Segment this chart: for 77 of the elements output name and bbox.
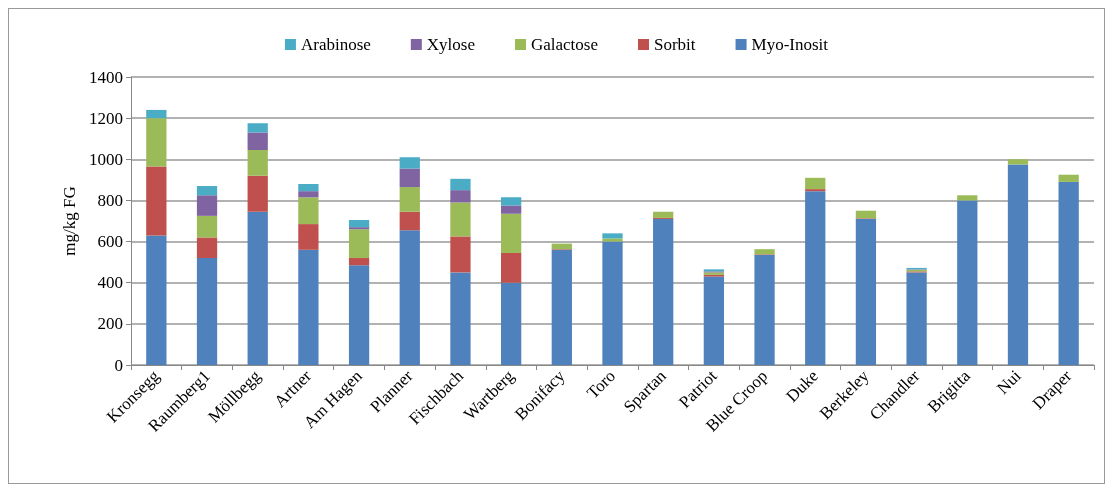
bar	[196, 186, 218, 196]
bar	[298, 249, 319, 365]
bar	[196, 195, 218, 216]
bar	[399, 230, 420, 365]
x-tick-label: Toro	[583, 366, 620, 403]
bar	[703, 276, 725, 365]
x-tick-label: Nui	[993, 366, 1025, 398]
bar	[298, 197, 319, 225]
bar	[348, 227, 370, 230]
bar	[805, 189, 826, 192]
bar	[247, 211, 268, 365]
bar	[450, 272, 471, 365]
bar	[348, 258, 370, 266]
y-tick-label: 400	[97, 273, 123, 293]
bar	[399, 168, 420, 188]
bar	[855, 210, 877, 219]
bar	[957, 200, 978, 365]
bar	[196, 215, 218, 238]
bar	[906, 272, 927, 365]
y-tick-label: 1000	[89, 149, 123, 169]
bar	[1058, 174, 1079, 182]
bar	[653, 211, 674, 218]
bar	[348, 265, 370, 365]
bar	[399, 187, 420, 212]
bar	[146, 235, 167, 365]
bar	[247, 132, 268, 151]
legend-label: Arabinose	[300, 35, 371, 54]
bar	[805, 177, 826, 190]
y-tick-label: 0	[114, 355, 123, 375]
bar	[500, 282, 522, 365]
bar	[1058, 181, 1079, 365]
bar	[551, 243, 572, 250]
y-tick-label: 1400	[89, 67, 123, 87]
bar	[450, 190, 471, 203]
legend-label: Sorbit	[653, 35, 696, 54]
bar	[196, 237, 218, 259]
y-axis-title: mg/kg FG	[60, 186, 80, 256]
y-tick-label: 600	[97, 232, 123, 252]
bar	[805, 191, 826, 365]
bar	[602, 238, 623, 242]
bar	[754, 249, 775, 255]
bar	[298, 224, 319, 250]
y-tick-label: 1200	[89, 108, 123, 128]
bar	[551, 249, 572, 365]
bar	[298, 183, 319, 192]
y-tick-label: 800	[97, 190, 123, 210]
bar	[247, 150, 268, 176]
legend-label: Galactose	[530, 35, 598, 54]
legend-label: Xylose	[426, 35, 475, 54]
bar	[247, 175, 268, 212]
legend-label: Myo-Inosit	[751, 35, 829, 54]
bar	[450, 178, 471, 191]
bar	[1007, 159, 1029, 165]
bar	[754, 254, 775, 365]
bar	[196, 258, 218, 365]
bar	[500, 205, 522, 214]
bar	[957, 195, 978, 201]
bar	[146, 118, 167, 167]
bar	[500, 213, 522, 253]
bar	[146, 166, 167, 236]
bar	[298, 191, 319, 198]
bar	[602, 233, 623, 239]
bar	[399, 157, 420, 169]
bar	[602, 241, 623, 365]
bar	[653, 218, 674, 365]
bar	[348, 219, 370, 228]
bar	[450, 202, 471, 237]
bar	[247, 123, 268, 133]
bar	[146, 109, 167, 119]
bar	[500, 252, 522, 283]
bar	[855, 218, 877, 365]
bar	[500, 197, 522, 206]
bar	[1007, 164, 1029, 365]
bar	[450, 236, 471, 273]
y-tick-label: 200	[97, 314, 123, 334]
bar	[348, 229, 370, 259]
bar	[399, 211, 420, 231]
